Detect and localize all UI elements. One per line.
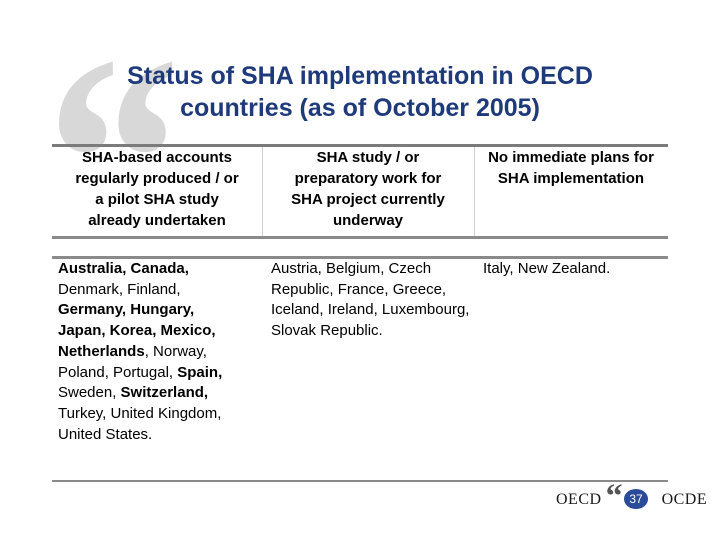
table-cell-line: Sweden, Switzerland, xyxy=(58,383,258,404)
table-top-rule xyxy=(52,144,668,147)
oecd-logo-icon: “ xyxy=(605,478,624,515)
country-text: United States. xyxy=(58,425,153,443)
country-text: Switzerland, xyxy=(120,384,209,402)
header-implemented: SHA-based accounts regularly produced / … xyxy=(75,149,239,229)
country-text: Japan, Korea, Mexico, xyxy=(58,322,216,340)
footer-ocde-text: OCDE xyxy=(661,491,708,508)
country-text: , Norway, xyxy=(144,342,207,360)
table-cell-line: Netherlands, Norway, xyxy=(58,342,258,363)
body-top-rule xyxy=(52,256,668,259)
countries-no-plans: Italy, New Zealand. xyxy=(483,260,611,277)
table-cell-line: Australia, Canada, xyxy=(58,259,258,280)
title-line-1: Status of SHA implementation in OECD xyxy=(127,62,593,90)
table-cell-line: Poland, Portugal, Spain, xyxy=(58,363,258,384)
country-text: Netherlands xyxy=(58,342,145,360)
table-bottom-rule xyxy=(52,480,668,482)
table-cell-line: Denmark, Finland, xyxy=(58,280,258,301)
country-text: Denmark, Finland, xyxy=(58,280,181,298)
table-cell-line: Turkey, United Kingdom, xyxy=(58,404,258,425)
slide-title: Status of SHA implementation in OECD cou… xyxy=(0,60,720,124)
header-bottom-rule xyxy=(52,236,668,239)
country-text: Turkey, United Kingdom, xyxy=(58,404,222,422)
country-text: Sweden, xyxy=(58,384,121,402)
column-divider xyxy=(262,147,263,236)
countries-underway: Austria, Belgium, Czech Republic, France… xyxy=(271,260,470,340)
country-text: Australia, Canada, xyxy=(58,260,189,277)
footer-logo: OECD “ OCDE xyxy=(556,478,708,515)
footer-oecd-text: OECD xyxy=(556,491,602,508)
table-cell-line: Japan, Korea, Mexico, xyxy=(58,321,258,342)
country-text: Poland, Portugal, xyxy=(58,363,178,381)
countries-implemented: Australia, Canada, Denmark, Finland, Ger… xyxy=(58,259,258,445)
table-cell-line: United States. xyxy=(58,425,258,446)
header-no-plans: No immediate plans for SHA implementatio… xyxy=(488,149,654,187)
page-number-badge: 37 xyxy=(624,489,648,509)
column-divider xyxy=(474,147,475,236)
table-cell-line: Germany, Hungary, xyxy=(58,300,258,321)
title-line-2: countries (as of October 2005) xyxy=(180,94,540,122)
country-text: Spain, xyxy=(177,363,223,381)
header-underway: SHA study / or preparatory work for SHA … xyxy=(291,149,445,229)
country-text: Germany, Hungary, xyxy=(58,301,195,319)
